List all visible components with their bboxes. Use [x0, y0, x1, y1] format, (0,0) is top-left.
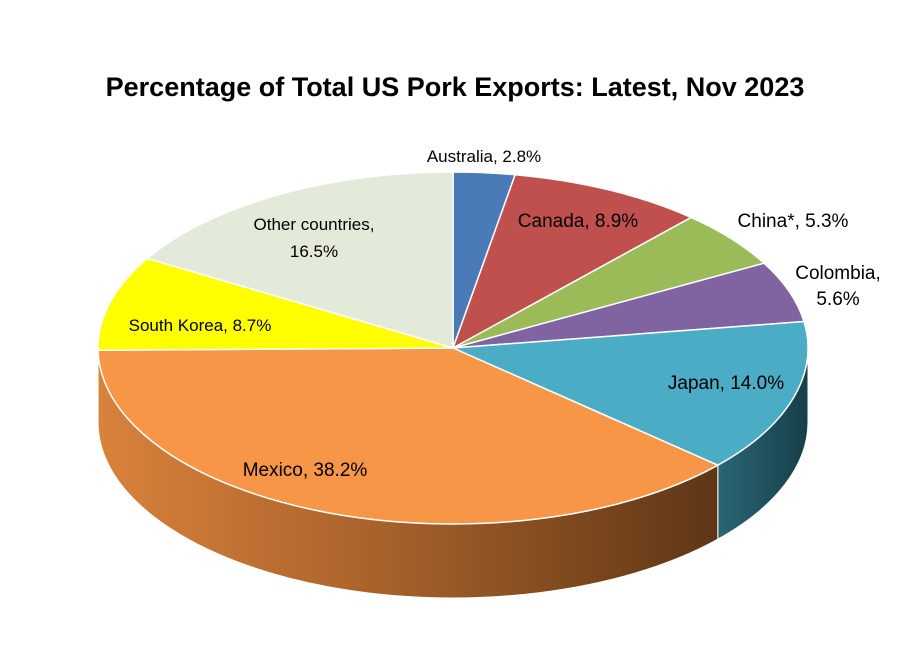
slice-label-other-countries-line1: Other countries,	[254, 215, 375, 234]
slice-label-colombia-line2: 5.6%	[816, 289, 859, 310]
pie-slice-south-korea	[97, 257, 454, 351]
slice-label-mexico: Mexico, 38.2%	[243, 460, 368, 481]
slice-label-colombia-line1: Colombia,	[795, 263, 881, 284]
pie-slice-other-countries	[145, 171, 454, 350]
slice-label-japan: Japan, 14.0%	[668, 373, 784, 394]
slice-label-australia: Australia, 2.8%	[427, 147, 541, 166]
pie-top	[97, 171, 809, 525]
slice-label-south-korea: South Korea, 8.7%	[129, 316, 272, 335]
pie-slice-canada	[451, 173, 693, 350]
pie-labels: Australia, 2.8% Canada, 8.9% China*, 5.3% C…	[129, 147, 881, 481]
slice-label-other-countries-line2: 16.5%	[290, 242, 338, 261]
pie-slice-mexico	[97, 347, 720, 525]
slice-label-canada: Canada, 8.9%	[518, 211, 639, 232]
pie-slice-japan	[452, 320, 809, 467]
chart-title: Percentage of Total US Pork Exports: Lat…	[105, 72, 805, 102]
slice-label-china: China*, 5.3%	[738, 211, 849, 232]
